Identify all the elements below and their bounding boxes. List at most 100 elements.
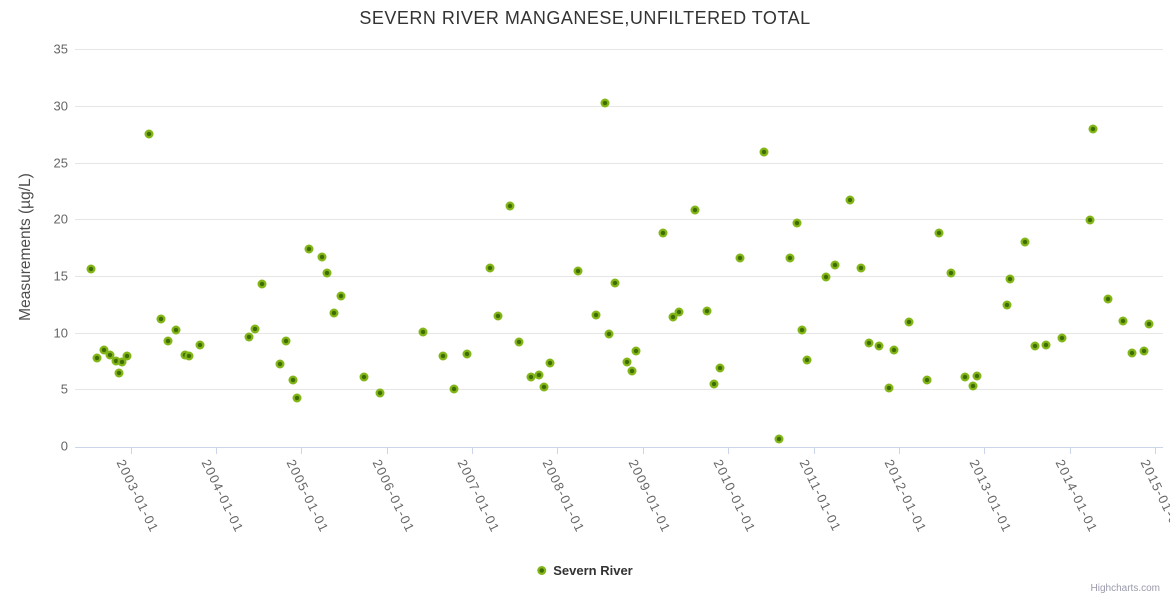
data-point[interactable] (1085, 215, 1095, 225)
data-point[interactable] (250, 324, 260, 334)
data-point[interactable] (610, 278, 620, 288)
data-point[interactable] (1057, 333, 1067, 343)
data-point[interactable] (449, 384, 459, 394)
data-point[interactable] (874, 341, 884, 351)
data-point[interactable] (156, 314, 166, 324)
data-point[interactable] (864, 338, 874, 348)
data-point[interactable] (163, 336, 173, 346)
data-point[interactable] (792, 218, 802, 228)
data-point[interactable] (759, 147, 769, 157)
data-point[interactable] (821, 272, 831, 282)
data-point[interactable] (171, 325, 181, 335)
data-point[interactable] (591, 310, 601, 320)
data-point[interactable] (627, 366, 637, 376)
data-point[interactable] (830, 260, 840, 270)
data-point[interactable] (1002, 300, 1012, 310)
data-point[interactable] (99, 345, 109, 355)
data-point[interactable] (526, 372, 536, 382)
data-point[interactable] (946, 268, 956, 278)
data-point[interactable] (122, 351, 132, 361)
data-point[interactable] (304, 244, 314, 254)
data-point[interactable] (539, 382, 549, 392)
data-point[interactable] (674, 307, 684, 317)
data-point[interactable] (934, 228, 944, 238)
data-point[interactable] (972, 371, 982, 381)
data-point[interactable] (275, 359, 285, 369)
data-point[interactable] (631, 346, 641, 356)
data-point[interactable] (884, 383, 894, 393)
data-point[interactable] (281, 336, 291, 346)
data-point[interactable] (922, 375, 932, 385)
data-point[interactable] (505, 201, 515, 211)
data-point[interactable] (322, 268, 332, 278)
data-point[interactable] (359, 372, 369, 382)
data-point[interactable] (1139, 346, 1149, 356)
data-point[interactable] (485, 263, 495, 273)
data-point[interactable] (622, 357, 632, 367)
data-point[interactable] (86, 264, 96, 274)
y-axis-tick-label: 35 (53, 41, 68, 57)
data-point[interactable] (292, 393, 302, 403)
data-point[interactable] (534, 370, 544, 380)
data-point[interactable] (545, 358, 555, 368)
data-point[interactable] (845, 195, 855, 205)
data-point[interactable] (1127, 348, 1137, 358)
x-axis-tick (130, 448, 132, 454)
data-point[interactable] (92, 353, 102, 363)
data-point[interactable] (180, 350, 190, 360)
data-point[interactable] (1118, 316, 1128, 326)
data-point[interactable] (184, 351, 194, 361)
data-point[interactable] (904, 317, 914, 327)
data-point[interactable] (702, 306, 712, 316)
data-point[interactable] (1041, 340, 1051, 350)
data-point[interactable] (658, 228, 668, 238)
data-point[interactable] (1144, 319, 1154, 329)
data-point[interactable] (968, 381, 978, 391)
data-point[interactable] (774, 434, 784, 444)
legend-item-severn-river[interactable]: Severn River (537, 563, 633, 578)
highcharts-credits-link[interactable]: Highcharts.com (1090, 583, 1160, 594)
data-point[interactable] (493, 311, 503, 321)
data-point[interactable] (317, 252, 327, 262)
data-point[interactable] (1030, 341, 1040, 351)
data-point[interactable] (715, 363, 725, 373)
y-gridline (75, 389, 1163, 391)
data-point[interactable] (856, 263, 866, 273)
data-point[interactable] (114, 368, 124, 378)
data-point[interactable] (117, 357, 127, 367)
data-point[interactable] (604, 329, 614, 339)
data-point[interactable] (1088, 124, 1098, 134)
data-point[interactable] (144, 129, 154, 139)
y-axis-title: Measurements (µg/L) (17, 173, 34, 321)
data-point[interactable] (418, 327, 428, 337)
data-point[interactable] (514, 337, 524, 347)
data-point[interactable] (244, 332, 254, 342)
data-point[interactable] (288, 375, 298, 385)
data-point[interactable] (797, 325, 807, 335)
data-point[interactable] (1005, 274, 1015, 284)
data-point[interactable] (105, 350, 115, 360)
x-axis-tick-label: 2003-01-01 (113, 457, 162, 536)
data-point[interactable] (600, 98, 610, 108)
data-point[interactable] (1103, 294, 1113, 304)
data-point[interactable] (960, 372, 970, 382)
data-point[interactable] (1020, 237, 1030, 247)
data-point[interactable] (329, 308, 339, 318)
data-point[interactable] (336, 291, 346, 301)
data-point[interactable] (257, 279, 267, 289)
data-point[interactable] (438, 351, 448, 361)
data-point[interactable] (785, 253, 795, 263)
data-point[interactable] (802, 355, 812, 365)
data-point[interactable] (690, 205, 700, 215)
x-axis-tick (1069, 448, 1071, 454)
data-point[interactable] (889, 345, 899, 355)
data-point[interactable] (735, 253, 745, 263)
data-point[interactable] (195, 340, 205, 350)
data-point[interactable] (709, 379, 719, 389)
data-point[interactable] (462, 349, 472, 359)
data-point[interactable] (375, 388, 385, 398)
data-point[interactable] (111, 356, 121, 366)
data-point[interactable] (573, 266, 583, 276)
data-point[interactable] (668, 312, 678, 322)
